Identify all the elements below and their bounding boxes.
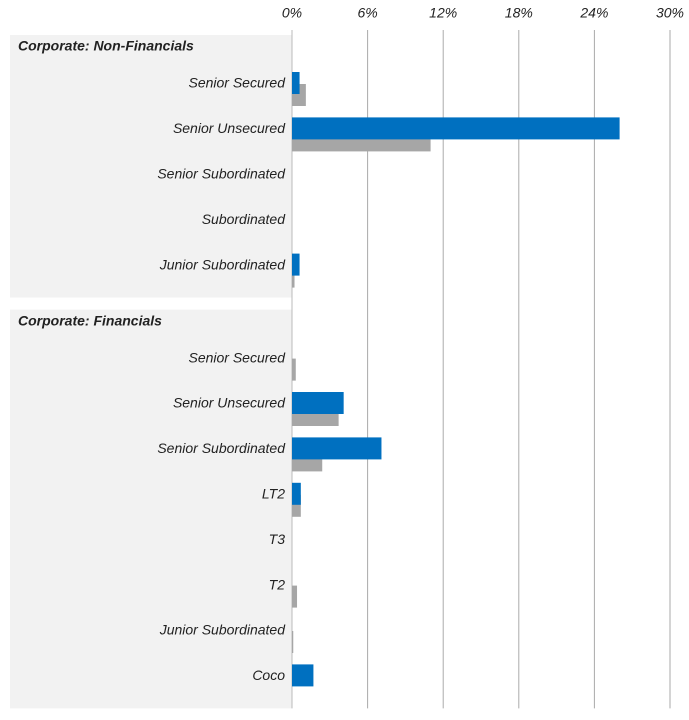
x-tick-label: 12% xyxy=(429,5,457,21)
group-panel xyxy=(10,309,292,709)
group-header: Corporate: Non-Financials xyxy=(18,38,194,54)
x-tick-label: 18% xyxy=(505,5,533,21)
x-tick-label: 6% xyxy=(357,5,377,21)
bar xyxy=(292,437,382,460)
bar xyxy=(292,482,301,505)
bar xyxy=(292,72,300,94)
category-label: Senior Subordinated xyxy=(157,166,286,182)
category-label: Senior Unsecured xyxy=(173,395,286,411)
bar xyxy=(292,494,301,517)
x-tick-label: 24% xyxy=(579,5,608,21)
category-label: Senior Subordinated xyxy=(157,440,286,456)
bar xyxy=(292,664,314,687)
category-label: Senior Secured xyxy=(188,349,286,365)
bar xyxy=(292,631,294,653)
x-tick-label: 0% xyxy=(282,5,302,21)
bar xyxy=(292,585,298,608)
bar xyxy=(292,392,344,414)
category-label: Senior Unsecured xyxy=(173,120,286,136)
group-header: Corporate: Financials xyxy=(18,312,162,328)
bars xyxy=(292,72,620,687)
category-label: Subordinated xyxy=(202,211,287,227)
bar xyxy=(292,265,295,288)
bar xyxy=(292,253,300,276)
panels xyxy=(10,35,292,709)
category-label: T2 xyxy=(269,576,286,592)
category-label: Junior Subordinated xyxy=(159,256,287,272)
category-label: T3 xyxy=(269,531,286,547)
category-label: Senior Secured xyxy=(188,75,286,91)
group-panel xyxy=(10,35,292,298)
category-label: Coco xyxy=(252,667,285,683)
bar xyxy=(292,117,620,140)
x-tick-label: 30% xyxy=(656,5,684,21)
category-label: LT2 xyxy=(262,486,285,502)
bar xyxy=(292,358,296,381)
category-label: Junior Subordinated xyxy=(159,622,287,638)
